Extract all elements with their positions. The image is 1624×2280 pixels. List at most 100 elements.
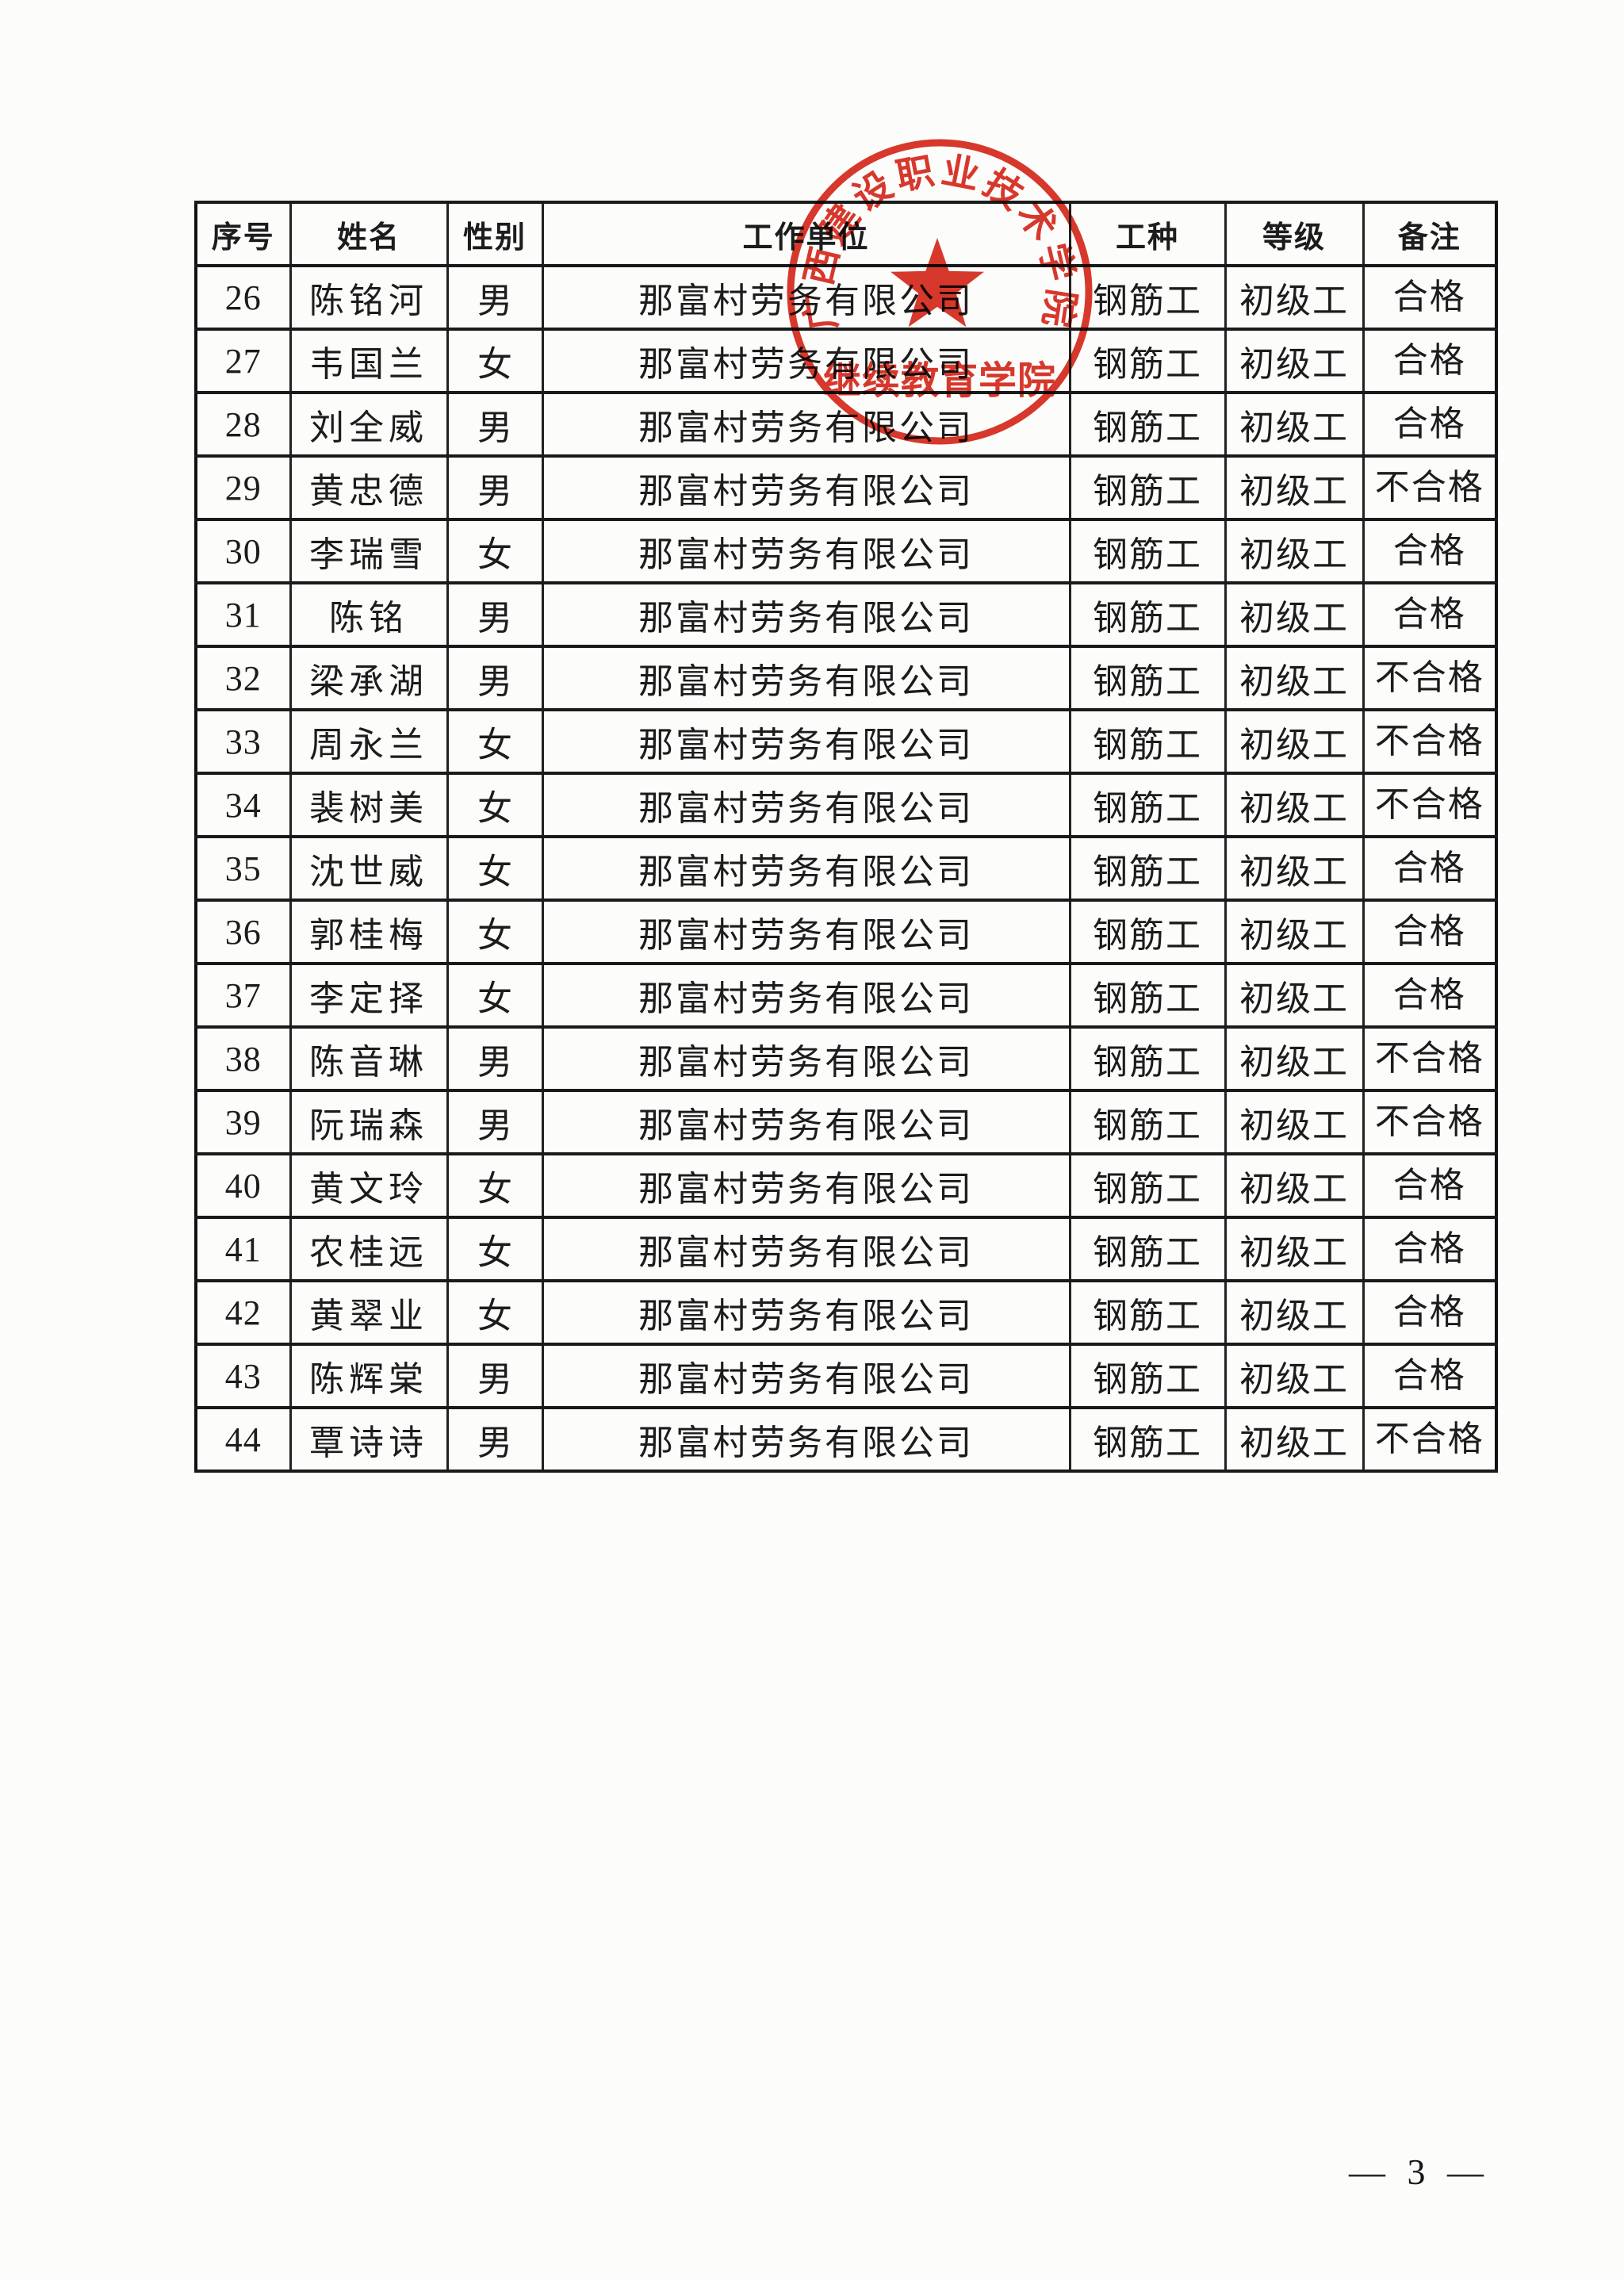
cell-grade: 初级工 [1224, 708, 1365, 775]
table-row: 37 李定择 女 那富村劳务有限公司 钢筋工 初级工 合格 [194, 962, 1498, 1029]
table-row: 40 黄文玲 女 那富村劳务有限公司 钢筋工 初级工 合格 [194, 1152, 1498, 1219]
cell-gender: 女 [446, 1152, 544, 1219]
cell-employer: 那富村劳务有限公司 [541, 1025, 1071, 1092]
cell-grade: 初级工 [1224, 1025, 1365, 1092]
cell-name: 沈世威 [289, 835, 449, 902]
cell-employer: 那富村劳务有限公司 [541, 1089, 1071, 1155]
header-cell-remark: 备注 [1362, 201, 1498, 267]
cell-grade: 初级工 [1224, 518, 1365, 584]
cell-serial-number: 31 [194, 581, 292, 648]
cell-grade: 初级工 [1224, 1279, 1365, 1346]
header-cell-grade: 等级 [1224, 201, 1365, 267]
cell-employer: 那富村劳务有限公司 [541, 708, 1071, 775]
cell-gender: 女 [446, 1216, 544, 1282]
cell-gender: 女 [446, 835, 544, 902]
cell-grade: 初级工 [1224, 391, 1365, 458]
cell-name: 刘全威 [289, 391, 449, 458]
cell-gender: 女 [446, 708, 544, 775]
cell-gender: 女 [446, 518, 544, 584]
cell-serial-number: 30 [194, 518, 292, 584]
cell-employer: 那富村劳务有限公司 [541, 835, 1071, 902]
cell-grade: 初级工 [1224, 962, 1365, 1029]
cell-serial-number: 38 [194, 1025, 292, 1092]
cell-grade: 初级工 [1224, 1216, 1365, 1282]
table-body: 26 陈铭河 男 那富村劳务有限公司 钢筋工 初级工 合格 27 韦国兰 女 那… [194, 264, 1498, 1473]
table-row: 36 郭桂梅 女 那富村劳务有限公司 钢筋工 初级工 合格 [194, 899, 1498, 965]
cell-trade: 钢筋工 [1068, 899, 1227, 965]
cell-name: 梁承湖 [289, 645, 449, 711]
cell-name: 裴树美 [289, 772, 449, 838]
cell-gender: 男 [446, 391, 544, 458]
cell-gender: 男 [446, 1025, 544, 1092]
cell-gender: 女 [446, 962, 544, 1029]
cell-employer: 那富村劳务有限公司 [541, 1406, 1071, 1473]
cell-grade: 初级工 [1224, 264, 1365, 331]
cell-serial-number: 43 [194, 1343, 292, 1409]
cell-remark: 合格 [1362, 328, 1498, 394]
cell-grade: 初级工 [1224, 772, 1365, 838]
cell-employer: 那富村劳务有限公司 [541, 264, 1071, 331]
cell-serial-number: 39 [194, 1089, 292, 1155]
cell-serial-number: 33 [194, 708, 292, 775]
cell-serial-number: 40 [194, 1152, 292, 1219]
cell-employer: 那富村劳务有限公司 [541, 772, 1071, 838]
cell-gender: 女 [446, 772, 544, 838]
table-row: 35 沈世威 女 那富村劳务有限公司 钢筋工 初级工 合格 [194, 835, 1498, 902]
cell-grade: 初级工 [1224, 835, 1365, 902]
cell-trade: 钢筋工 [1068, 1025, 1227, 1092]
cell-grade: 初级工 [1224, 1152, 1365, 1219]
cell-remark: 合格 [1362, 518, 1498, 584]
table-row: 34 裴树美 女 那富村劳务有限公司 钢筋工 初级工 不合格 [194, 772, 1498, 838]
header-cell-trade: 工种 [1068, 201, 1227, 267]
cell-serial-number: 37 [194, 962, 292, 1029]
cell-remark: 合格 [1362, 581, 1498, 648]
cell-remark: 不合格 [1362, 772, 1498, 838]
cell-name: 阮瑞森 [289, 1089, 449, 1155]
header-cell-serial: 序号 [194, 201, 292, 267]
cell-grade: 初级工 [1224, 1089, 1365, 1155]
cell-serial-number: 36 [194, 899, 292, 965]
cell-name: 周永兰 [289, 708, 449, 775]
cell-trade: 钢筋工 [1068, 835, 1227, 902]
table-row: 33 周永兰 女 那富村劳务有限公司 钢筋工 初级工 不合格 [194, 708, 1498, 775]
table-row: 39 阮瑞森 男 那富村劳务有限公司 钢筋工 初级工 不合格 [194, 1089, 1498, 1155]
cell-name: 李瑞雪 [289, 518, 449, 584]
cell-gender: 男 [446, 264, 544, 331]
cell-name: 覃诗诗 [289, 1406, 449, 1473]
cell-gender: 男 [446, 1089, 544, 1155]
cell-employer: 那富村劳务有限公司 [541, 391, 1071, 458]
cell-name: 黄文玲 [289, 1152, 449, 1219]
cell-grade: 初级工 [1224, 645, 1365, 711]
personnel-roster-table: 序号 姓名 性别 工作单位 工种 等级 备注 26 陈铭河 男 那富村劳务有限公… [194, 201, 1498, 1473]
cell-name: 李定择 [289, 962, 449, 1029]
cell-remark: 不合格 [1362, 1025, 1498, 1092]
cell-grade: 初级工 [1224, 454, 1365, 521]
cell-employer: 那富村劳务有限公司 [541, 962, 1071, 1029]
cell-gender: 男 [446, 581, 544, 648]
cell-employer: 那富村劳务有限公司 [541, 899, 1071, 965]
cell-serial-number: 42 [194, 1279, 292, 1346]
cell-employer: 那富村劳务有限公司 [541, 454, 1071, 521]
cell-grade: 初级工 [1224, 1406, 1365, 1473]
cell-serial-number: 26 [194, 264, 292, 331]
table-row: 30 李瑞雪 女 那富村劳务有限公司 钢筋工 初级工 合格 [194, 518, 1498, 584]
table-header-row: 序号 姓名 性别 工作单位 工种 等级 备注 [194, 201, 1498, 267]
cell-remark: 合格 [1362, 1152, 1498, 1219]
cell-trade: 钢筋工 [1068, 1152, 1227, 1219]
cell-name: 黄忠德 [289, 454, 449, 521]
cell-gender: 女 [446, 1279, 544, 1346]
cell-trade: 钢筋工 [1068, 581, 1227, 648]
cell-serial-number: 41 [194, 1216, 292, 1282]
cell-remark: 合格 [1362, 899, 1498, 965]
cell-name: 陈音琳 [289, 1025, 449, 1092]
cell-trade: 钢筋工 [1068, 962, 1227, 1029]
cell-trade: 钢筋工 [1068, 391, 1227, 458]
cell-serial-number: 32 [194, 645, 292, 711]
cell-employer: 那富村劳务有限公司 [541, 328, 1071, 394]
cell-grade: 初级工 [1224, 1343, 1365, 1409]
cell-remark: 合格 [1362, 1216, 1498, 1282]
cell-remark: 合格 [1362, 264, 1498, 331]
cell-grade: 初级工 [1224, 581, 1365, 648]
table-row: 41 农桂远 女 那富村劳务有限公司 钢筋工 初级工 合格 [194, 1216, 1498, 1282]
